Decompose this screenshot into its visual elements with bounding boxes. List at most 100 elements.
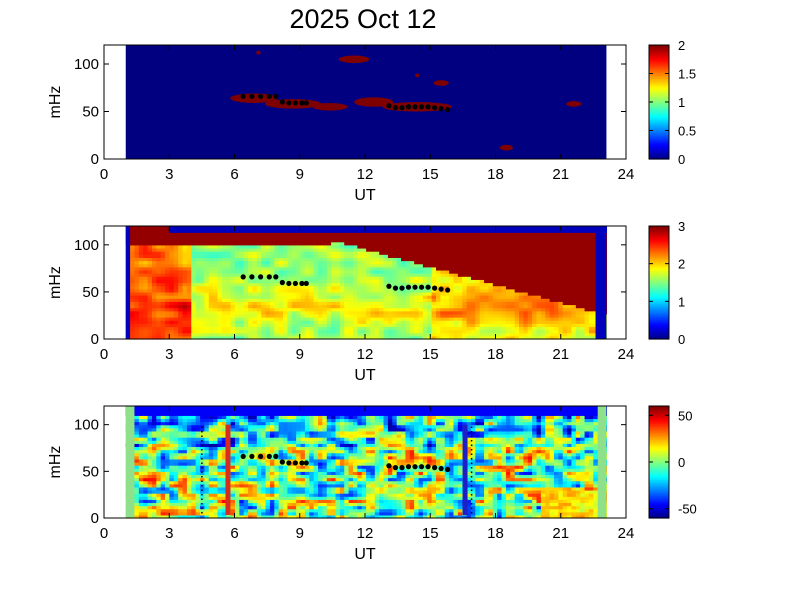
- heatmap-cell: [291, 241, 297, 246]
- heatmap-cell: [156, 421, 162, 426]
- heatmap-cell: [234, 226, 240, 230]
- heatmap-cell: [287, 295, 293, 299]
- heatmap-cell: [165, 499, 171, 504]
- heatmap-cell: [186, 295, 192, 299]
- heatmap-cell: [313, 260, 319, 265]
- heatmap-cell: [160, 301, 166, 306]
- heatmap-cell: [580, 291, 586, 296]
- heatmap-cell: [138, 285, 144, 290]
- heatmap-cell: [370, 269, 376, 274]
- heatmap-cell: [366, 273, 372, 277]
- heatmap-cell: [366, 226, 372, 230]
- heatmap-cell: [182, 304, 188, 309]
- colorbar-tick-label: 0.5: [678, 124, 696, 139]
- heatmap-cell: [256, 304, 262, 309]
- heatmap-cell: [562, 263, 568, 268]
- heatmap-cell: [186, 229, 192, 233]
- heatmap-cell: [562, 273, 568, 277]
- heatmap-cell: [296, 313, 302, 318]
- heatmap-cell: [575, 238, 581, 243]
- heatmap-cell: [230, 313, 236, 318]
- heatmap-cell: [422, 241, 428, 246]
- heatmap-cell: [357, 273, 363, 277]
- heatmap-cell: [151, 477, 157, 482]
- heatmap-cell: [274, 263, 280, 268]
- heatmap-cell: [449, 279, 455, 284]
- heatmap-cell: [138, 273, 144, 277]
- colorbar-step: [649, 94, 669, 98]
- heatmap-cell: [427, 273, 433, 277]
- heatmap-cell: [313, 276, 319, 280]
- heatmap-cell: [470, 295, 476, 299]
- heatmap-cell: [200, 320, 206, 324]
- heatmap-cell: [134, 304, 140, 309]
- heatmap-cell: [523, 263, 529, 268]
- colorbar-step: [649, 96, 669, 100]
- heatmap-cell: [492, 257, 498, 262]
- heatmap-cell: [567, 257, 573, 262]
- heatmap-cell: [130, 295, 136, 299]
- heatmap-cell: [352, 226, 358, 230]
- heatmap-cell: [165, 424, 171, 429]
- heatmap-cell: [287, 244, 293, 249]
- heatmap-cell: [195, 269, 201, 274]
- heatmap-cell: [138, 244, 144, 249]
- heatmap-cell: [195, 266, 201, 271]
- heatmap-cell: [134, 335, 140, 340]
- colorbar-step: [649, 287, 669, 291]
- heatmap-cell: [269, 298, 275, 302]
- heatmap-cell: [239, 313, 245, 318]
- data-edge-left: [125, 226, 131, 339]
- heatmap-cell: [274, 241, 280, 246]
- heatmap-cell: [147, 452, 153, 457]
- heatmap-cell: [186, 462, 192, 466]
- heatmap-cell: [156, 502, 162, 507]
- heatmap-cell: [374, 326, 380, 331]
- heatmap-cell: [339, 260, 345, 265]
- heatmap-cell: [588, 251, 594, 255]
- heatmap-cell: [436, 276, 441, 280]
- heatmap-cell: [580, 285, 586, 290]
- heatmap-cell: [130, 254, 136, 258]
- heatmap-cell: [549, 257, 555, 262]
- heatmap-cell: [427, 320, 433, 324]
- heatmap-cell: [505, 310, 511, 315]
- heatmap-cell: [230, 247, 236, 252]
- heatmap-cell: [173, 320, 179, 324]
- heatmap-cell: [488, 247, 494, 252]
- heatmap-cell: [488, 251, 494, 255]
- heatmap-cell: [414, 266, 420, 271]
- heatmap-cell: [138, 418, 144, 423]
- heatmap-cell: [296, 307, 302, 312]
- heatmap-cell: [204, 496, 210, 500]
- heatmap-cell: [143, 496, 149, 500]
- heatmap-cell: [527, 263, 533, 268]
- heatmap-cell: [532, 279, 538, 284]
- heatmap-cell: [261, 282, 267, 287]
- heatmap-cell: [501, 247, 507, 252]
- heatmap-cell: [208, 446, 214, 451]
- heatmap-cell: [134, 291, 140, 296]
- heatmap-cell: [156, 307, 162, 312]
- colorbar-step: [649, 110, 669, 114]
- heatmap-cell: [396, 266, 402, 271]
- heatmap-cell: [182, 291, 188, 296]
- heatmap-cell: [151, 298, 157, 302]
- heatmap-cell: [488, 335, 494, 340]
- heatmap-cell: [553, 313, 559, 318]
- heatmap-cell: [130, 226, 136, 230]
- heatmap-cell: [226, 310, 232, 315]
- heatmap-cell: [339, 298, 345, 302]
- heatmap-cell: [444, 320, 450, 324]
- heatmap-cell: [173, 465, 179, 469]
- heatmap-cell: [361, 298, 367, 302]
- heatmap-cell: [523, 320, 529, 324]
- heatmap-cell: [313, 254, 319, 258]
- heatmap-cell: [488, 279, 494, 284]
- heatmap-cell: [173, 260, 179, 265]
- heatmap-cell: [151, 313, 157, 318]
- heatmap-cell: [313, 247, 319, 252]
- heatmap-cell: [138, 241, 144, 246]
- heatmap-cell: [470, 282, 476, 287]
